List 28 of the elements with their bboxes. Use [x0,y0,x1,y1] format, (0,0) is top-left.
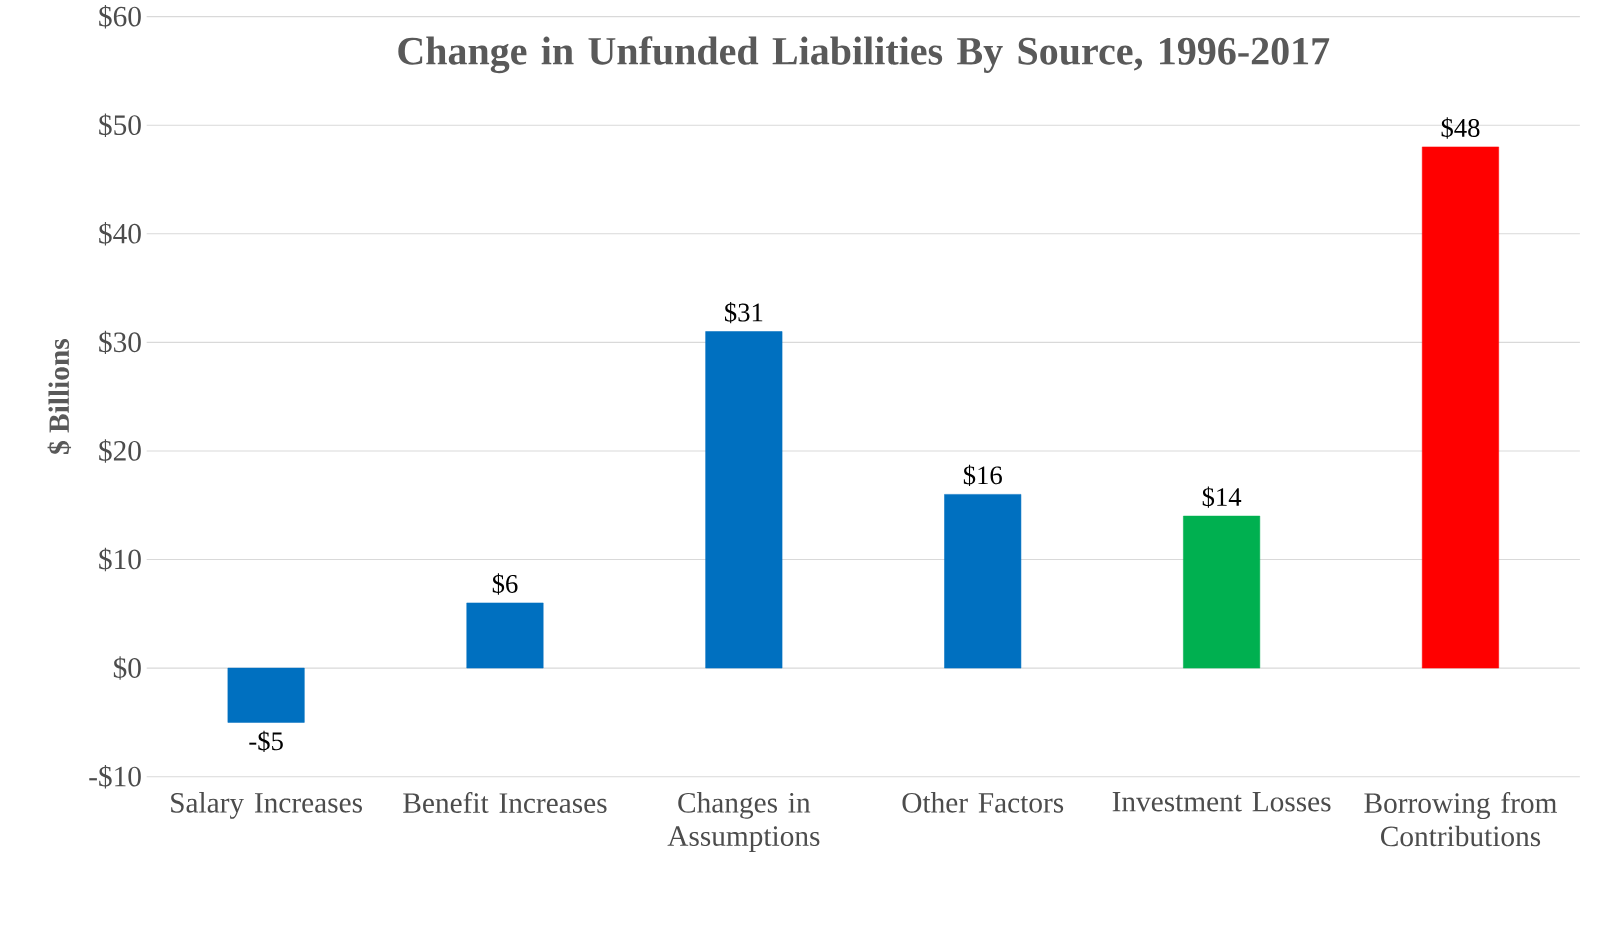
x-tick-label: Other Factors [902,792,1064,813]
data-label: $6 [492,573,518,595]
data-label: $14 [1202,486,1242,508]
y-tick-label: $0 [113,656,141,680]
bar [1421,146,1499,669]
y-tick-label: $40 [99,222,141,246]
data-label: -$5 [249,730,283,752]
bar [227,667,305,723]
x-tick-label: Borrowing from Contributions [1364,792,1557,847]
y-tick-label: $10 [99,547,141,572]
bar [705,331,783,669]
bar [1183,515,1261,669]
x-tick-label: Benefit Increases [403,792,607,813]
data-label: $16 [963,464,1002,487]
y-tick-label: $60 [99,4,141,29]
bar [944,494,1022,669]
y-axis-title: $ Billions [47,339,72,454]
data-label: $48 [1441,117,1480,139]
bar [466,602,544,669]
x-tick-label: Salary Increases [171,792,362,819]
y-tick-label: $30 [99,330,141,355]
data-label: $31 [725,301,763,324]
y-tick-label: $50 [99,113,141,137]
x-tick-label: Changes in Assumptions [667,792,820,852]
x-tick-label: Investment Losses [1112,792,1331,812]
y-tick-label: -$10 [89,764,141,789]
chart-title: Change in Unfunded Liabilities By Source, 1996-2017 [398,36,1330,74]
y-tick-label: $20 [99,439,141,463]
